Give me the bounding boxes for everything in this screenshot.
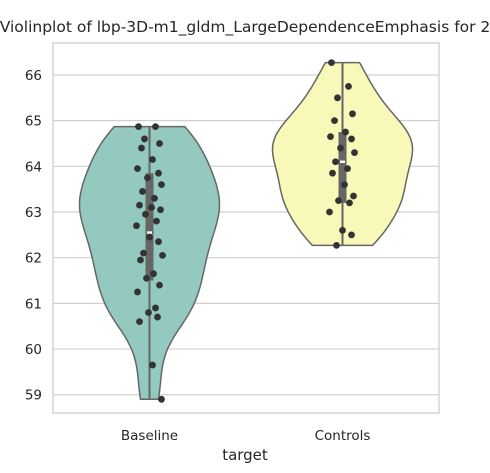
x-tick-label: Controls — [315, 428, 371, 444]
iqr-box-controls — [338, 132, 347, 203]
data-point — [342, 128, 349, 136]
data-point — [327, 133, 334, 141]
data-point — [155, 238, 162, 246]
chart-title: Violinplot of lbp-3D-m1_gldm_LargeDepend… — [0, 18, 490, 37]
data-point — [328, 59, 335, 67]
y-tick-label: 63 — [25, 205, 42, 221]
data-point — [334, 94, 341, 102]
plot-frame — [52, 42, 440, 414]
data-point — [333, 241, 340, 249]
data-point — [144, 174, 151, 182]
y-tick-label: 62 — [25, 251, 42, 267]
y-tick-label: 65 — [25, 114, 42, 130]
y-tick-label: 66 — [25, 68, 42, 84]
x-tick-label: Baseline — [121, 428, 178, 444]
data-point — [136, 201, 143, 209]
y-tick-label: 60 — [25, 342, 42, 358]
data-point — [148, 204, 155, 211]
data-point — [348, 135, 355, 143]
data-point — [156, 140, 163, 147]
data-point — [146, 233, 153, 241]
data-point — [149, 156, 156, 163]
data-point — [136, 318, 143, 326]
data-point — [133, 222, 140, 230]
data-point — [154, 313, 161, 321]
y-tick-label: 64 — [25, 159, 42, 175]
data-point — [150, 270, 157, 278]
data-point — [329, 169, 336, 177]
data-point — [326, 208, 333, 216]
data-point — [135, 123, 142, 130]
data-point — [134, 288, 141, 296]
data-point — [138, 144, 145, 152]
data-point — [341, 181, 348, 189]
data-point — [335, 197, 342, 204]
data-point — [134, 165, 141, 173]
iqr-box-baseline — [145, 173, 154, 281]
data-point — [152, 304, 159, 312]
data-point — [152, 123, 159, 130]
data-point — [137, 256, 144, 264]
data-point — [139, 188, 146, 195]
violins — [78, 59, 414, 403]
data-point — [344, 165, 351, 173]
y-tick-label: 61 — [25, 296, 42, 312]
data-point — [143, 274, 150, 282]
data-point — [337, 144, 344, 152]
x-axis-ticks: Baseline Controls — [121, 428, 371, 444]
data-point — [149, 361, 156, 369]
data-point — [349, 110, 356, 118]
data-point — [145, 309, 152, 316]
data-point — [142, 210, 149, 218]
x-axis-label: target — [222, 446, 268, 464]
data-point — [158, 181, 165, 189]
data-point — [151, 194, 158, 202]
data-point — [158, 395, 165, 403]
data-point — [345, 82, 352, 90]
data-point — [339, 226, 346, 234]
data-point — [159, 252, 166, 259]
y-tick-label: 59 — [25, 388, 42, 404]
data-point — [351, 149, 358, 157]
data-point — [155, 169, 162, 177]
median-marker-controls — [340, 160, 345, 163]
data-point — [153, 217, 160, 225]
y-axis-ticks: 59 60 61 62 63 64 65 66 — [25, 68, 42, 404]
data-point — [348, 231, 355, 239]
data-point — [350, 192, 357, 200]
median-marker-baseline — [147, 231, 152, 234]
data-point — [332, 158, 339, 166]
data-point — [331, 117, 338, 125]
data-point — [156, 281, 163, 289]
data-point — [140, 249, 147, 257]
data-point — [346, 199, 353, 207]
data-point — [157, 206, 164, 214]
data-point — [141, 135, 148, 143]
